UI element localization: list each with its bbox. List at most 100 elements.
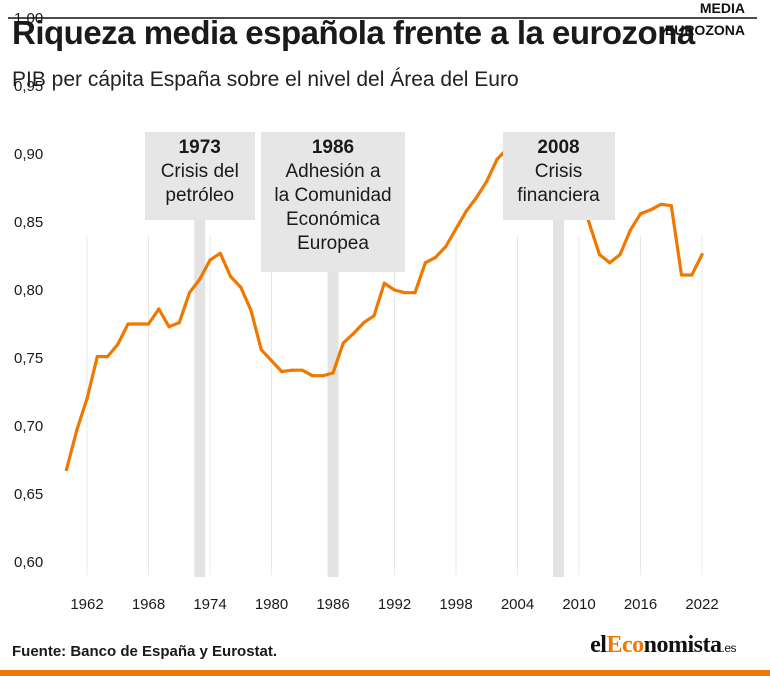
event-label-line: Económica	[286, 209, 380, 230]
event-band-1986	[327, 272, 339, 577]
data-point-1987	[341, 341, 345, 345]
data-point-1965	[116, 342, 120, 346]
x-tick-label: 2022	[685, 596, 718, 613]
y-tick-label: 0,85	[14, 214, 43, 231]
event-label-line: Adhesión a	[285, 161, 381, 182]
event-label-line: Crisis del	[160, 161, 239, 182]
x-tick-label: 1980	[255, 596, 288, 613]
data-point-1991	[382, 281, 386, 285]
data-point-1996	[433, 255, 438, 259]
data-point-1975	[218, 251, 222, 255]
data-point-2000	[474, 195, 479, 200]
event-year: 1986	[311, 137, 355, 158]
data-point-1963	[95, 355, 99, 359]
data-point-1985	[321, 374, 325, 378]
x-tick-label: 1992	[378, 596, 411, 613]
x-tick-label: 2016	[624, 596, 657, 613]
event-annotation-2008: 2008 Crisis financiera	[502, 132, 615, 220]
data-point-1981	[280, 370, 284, 374]
data-point-1961	[75, 428, 79, 432]
data-point-2021	[690, 273, 694, 277]
data-point-1972	[187, 291, 192, 295]
data-point-1969	[157, 307, 161, 311]
data-point-1990	[372, 314, 376, 318]
x-tick-label: 1968	[132, 596, 165, 613]
data-point-1982	[290, 368, 294, 372]
reference-line-group: MEDIA EUROZONA	[8, 0, 757, 38]
logo-accent: Eco	[606, 632, 644, 658]
event-label-line: Europea	[297, 233, 369, 254]
x-tick-label: 1986	[316, 596, 349, 613]
event-label-line: Crisis	[534, 161, 583, 182]
event-annotation-1973: 1973 Crisis del petróleo	[144, 132, 255, 220]
event-year: 1973	[178, 137, 221, 158]
line-chart: MEDIA EUROZONA 0,60 0,65 0,70 0,75 0,80 0,85 0,…	[8, 0, 757, 613]
logo-rest: nomista	[643, 632, 722, 658]
data-point-2019	[669, 204, 673, 208]
grid-lines	[86, 236, 703, 575]
data-point-1984	[310, 374, 315, 378]
data-point-1968	[146, 322, 151, 326]
data-point-1977	[239, 285, 243, 289]
data-point-1999	[464, 209, 468, 213]
data-point-2013	[608, 261, 612, 265]
data-point-1973	[198, 277, 202, 281]
data-point-1988	[351, 331, 356, 336]
x-tick-label: 1962	[70, 596, 103, 613]
reference-label-line2: EUROZONA	[665, 22, 745, 38]
data-point-2011	[587, 221, 591, 225]
event-label-line: petróleo	[165, 185, 235, 206]
event-label-line: financiera	[517, 185, 600, 206]
chart-subtitle: PIB per cápita España sobre el nivel del…	[12, 68, 519, 91]
logo-prefix: el	[590, 632, 607, 658]
y-axis-ticks: 0,600,650,700,750,800,850,900,951,001,05…	[14, 10, 43, 571]
y-tick-label: 1,00	[14, 10, 43, 27]
event-year: 2008	[537, 137, 580, 158]
event-band-2008	[553, 220, 564, 577]
event-label-line: la Comunidad	[274, 185, 392, 206]
logo-suffix: .es	[721, 641, 736, 655]
bottom-accent-bar	[0, 670, 770, 676]
data-point-1974	[208, 258, 212, 262]
y-tick-label: 0,60	[14, 554, 43, 571]
data-point-1980	[269, 359, 274, 363]
data-point-1962	[85, 397, 89, 401]
data-point-1994	[413, 291, 417, 295]
series-line-group	[64, 142, 704, 472]
data-point-2016	[638, 212, 643, 216]
event-annotation-1986: 1986 Adhesión a la Comunidad Económica E…	[261, 132, 405, 272]
data-point-1986	[331, 371, 335, 375]
data-point-2015	[628, 228, 632, 232]
source-note: Fuente: Banco de España y Eurostat.	[12, 643, 278, 660]
chart-title: Riqueza media española frente a la euroz…	[12, 14, 695, 51]
y-tick-label: 0,95	[14, 78, 43, 95]
y-tick-label: 0,70	[14, 418, 43, 435]
x-tick-label: 2010	[562, 596, 595, 613]
data-point-1970	[167, 325, 171, 329]
data-point-1978	[249, 308, 253, 312]
data-point-2022	[700, 253, 704, 257]
data-point-2001	[485, 179, 489, 183]
data-point-1998	[454, 227, 458, 231]
data-point-1979	[259, 348, 263, 352]
y-tick-label: 0,75	[14, 350, 43, 367]
data-point-2018	[659, 202, 663, 206]
data-point-2020	[679, 273, 684, 277]
data-point-1964	[105, 355, 110, 359]
reference-label-line1: MEDIA	[700, 0, 745, 16]
data-point-1966	[126, 322, 130, 326]
data-point-1960	[64, 467, 69, 472]
brand-logo: elEconomista.es	[590, 632, 736, 659]
event-band-1973	[194, 220, 206, 577]
data-point-2014	[618, 253, 622, 257]
x-tick-label: 1998	[439, 596, 472, 613]
data-point-1992	[392, 288, 397, 292]
data-point-1997	[444, 244, 448, 249]
data-point-1967	[136, 322, 140, 326]
y-tick-label: 0,80	[14, 282, 43, 299]
data-point-1983	[300, 368, 304, 372]
x-axis-ticks: 1962 1968 1974 1980 1986 1992 1998 2004 2010 2016…	[70, 596, 718, 613]
data-point-2002	[495, 157, 499, 161]
data-point-1976	[228, 274, 233, 278]
data-point-2017	[649, 208, 653, 212]
